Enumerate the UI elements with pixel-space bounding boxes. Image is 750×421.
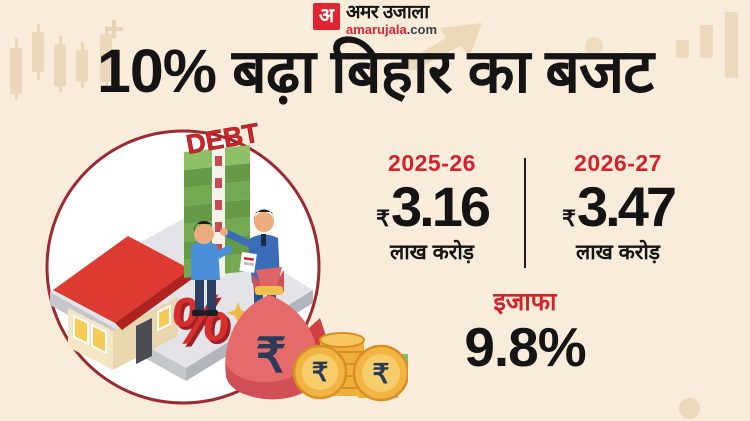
budget-col-2025-26: 2025-26 ₹ 3.16 लाख करोड़ (340, 150, 524, 266)
dot-decoration (679, 398, 700, 419)
brand-logo-icon: अ (312, 3, 340, 30)
budget-comparison: 2025-26 ₹ 3.16 लाख करोड़ 2026-27 ₹ 3.47 … (340, 150, 720, 268)
budget-amount: 3.47 (577, 175, 677, 238)
budget-amount: 3.16 (391, 175, 491, 238)
page-title: 10% बढ़ा बिहार का बजट (96, 37, 654, 105)
increase-label: इजाफा (493, 288, 557, 316)
budget-unit: लाख करोड़ (575, 241, 661, 264)
brand-domain: amarujala.com (345, 22, 438, 37)
coin-stack-icon: ₹ ₹ (292, 332, 412, 402)
budget-col-2026-27: 2026-27 ₹ 3.47 लाख करोड़ (526, 150, 710, 266)
year-label: 2026-27 (574, 150, 662, 176)
increase-value: 9.8% (464, 316, 586, 378)
person-blue-shirt (191, 220, 233, 316)
brand-logo: अ अमर उजाला amarujala.com (0, 3, 750, 36)
rupee-symbol: ₹ (376, 206, 390, 231)
rupee-symbol: ₹ (562, 206, 576, 231)
bag-rupee-symbol: ₹ (256, 330, 287, 383)
candlestick-decoration (8, 22, 120, 102)
circle-decoration (585, 37, 603, 55)
coin-rupee-symbol: ₹ (372, 359, 389, 389)
house (53, 236, 196, 370)
increase-block: इजाफा 9.8% (400, 284, 650, 377)
budget-illustration: DEBT % % (28, 117, 412, 421)
plus-decoration (105, 20, 123, 38)
budget-unit: लाख करोड़ (389, 241, 475, 264)
budget-value: ₹ 3.47 (526, 179, 710, 235)
coin-rupee-symbol: ₹ (312, 357, 329, 387)
trend-arrow-decoration (396, 20, 486, 70)
bar-chart-decoration (672, 10, 742, 80)
column-divider (524, 158, 526, 268)
budget-value: ₹ 3.16 (340, 179, 524, 235)
year-label: 2025-26 (388, 150, 476, 176)
brand-name: अमर उजाला (345, 2, 429, 23)
sparkle-icon (227, 302, 249, 324)
